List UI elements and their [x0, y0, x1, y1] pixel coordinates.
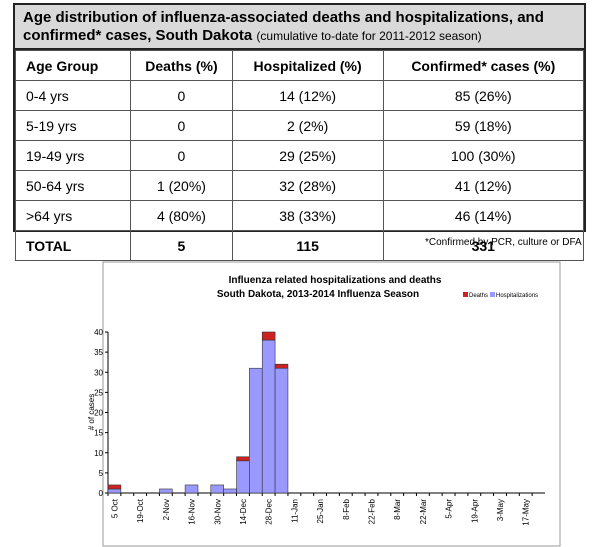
bar-segment [210, 484, 224, 494]
x-tick-label: 5 Oct [110, 498, 119, 518]
table-cell: Confirmed* cases (%) [382, 50, 585, 81]
y-tick-label: 10 [94, 449, 103, 458]
bar-segment [249, 367, 263, 494]
table-row: TOTAL 5 115 331 [14, 230, 585, 261]
y-tick-label: 35 [94, 348, 103, 357]
bar-segment [223, 488, 237, 494]
x-tick-label: 19-Apr [470, 499, 479, 523]
legend-label: Deaths [469, 293, 488, 299]
table-cell: 100 (30%) [382, 140, 585, 171]
table-cell: 85 (26%) [382, 80, 585, 111]
legend-label: Hospitalizations [496, 293, 538, 299]
x-tick-label: 19-Oct [136, 498, 145, 523]
x-tick-label: 30-Nov [213, 499, 222, 525]
table-cell: 19-49 yrs [14, 140, 132, 171]
table-cell: Age Group [14, 50, 132, 81]
table-box: Age distribution of influenza-associated… [13, 3, 586, 261]
bar-segment [107, 488, 122, 494]
bar-segment [261, 339, 276, 494]
bar-segment [274, 367, 289, 494]
table-cell: 0 [130, 80, 233, 111]
bar-segment [159, 488, 173, 494]
table-cell: 0 [130, 140, 233, 171]
table-cell: 46 (14%) [382, 200, 585, 231]
y-tick-label: 15 [94, 429, 103, 438]
legend-swatch [463, 292, 468, 297]
table-cell: 5 [130, 230, 233, 261]
y-axis-label: # of cases [87, 394, 96, 430]
table-cell: 115 [231, 230, 384, 261]
legend-swatch [490, 292, 496, 297]
x-tick-label: 22-Mar [419, 499, 428, 525]
table-row: 50-64 yrs 1 (20%) 32 (28%) 41 (12%) [14, 170, 585, 201]
chart-subtitle: South Dakota, 2013-2014 Influenza Season [217, 289, 419, 300]
x-tick-label: 3-May [496, 499, 505, 521]
y-tick-label: 5 [99, 469, 104, 478]
table-row: 0-4 yrs 0 14 (12%) 85 (26%) [14, 80, 585, 111]
x-tick-label: 22-Feb [367, 498, 376, 524]
header-subtitle: (cumulative to-date for 2011-2012 season… [256, 29, 482, 43]
table-header: Age distribution of influenza-associated… [15, 5, 584, 50]
bar-segment [184, 484, 199, 494]
x-tick-label: 14-Dec [239, 499, 248, 525]
x-tick-label: 11-Jan [290, 499, 299, 523]
table-cell: 5-19 yrs [14, 110, 132, 141]
bar-segment [236, 456, 250, 462]
table-cell: 2 (2%) [231, 110, 384, 141]
y-tick-label: 0 [99, 489, 104, 498]
y-tick-label: 30 [94, 368, 103, 377]
table-cell: 0-4 yrs [14, 80, 132, 111]
table-cell: 50-64 yrs [14, 170, 132, 201]
table-cell: Hospitalized (%) [231, 50, 384, 81]
table-cell: TOTAL [14, 230, 132, 261]
table-cell: 41 (12%) [382, 170, 585, 201]
table-cell: 59 (18%) [382, 110, 585, 141]
footnote: *Confirmed by PCR, culture or DFA [425, 237, 582, 248]
bar-segment [236, 460, 250, 494]
x-tick-label: 8-Feb [342, 498, 351, 519]
x-tick-label: 16-Nov [188, 499, 197, 525]
x-tick-label: 17-May [522, 499, 531, 526]
chart-frame [102, 261, 561, 547]
x-tick-label: 28-Dec [265, 499, 274, 525]
y-tick-label: 40 [94, 328, 103, 337]
y-tick-label: 20 [94, 409, 103, 418]
table-row: 5-19 yrs 0 2 (2%) 59 (18%) [14, 110, 585, 141]
table-cell: 331 [382, 230, 585, 261]
table: Age Group Deaths (%) Hospitalized (%) Confi… [14, 50, 585, 261]
bar-segment [107, 484, 122, 490]
x-tick-label: 25-Jan [316, 499, 325, 523]
bar-segment [274, 363, 289, 369]
x-tick-label: 8-Mar [393, 499, 402, 520]
table-row: Age Group Deaths (%) Hospitalized (%) Confi… [14, 50, 585, 81]
y-tick-label: 25 [94, 388, 103, 397]
table-row: 19-49 yrs 0 29 (25%) 100 (30%) [14, 140, 585, 171]
bar-segment [261, 331, 276, 341]
x-tick-label: 2-Nov [162, 499, 171, 520]
table-cell: 32 (28%) [231, 170, 384, 201]
header-title: Age distribution of influenza-associated… [23, 9, 544, 44]
chart-title: Influenza related hospitalizations and d… [229, 275, 442, 286]
x-tick-label: 5-Apr [445, 499, 454, 519]
